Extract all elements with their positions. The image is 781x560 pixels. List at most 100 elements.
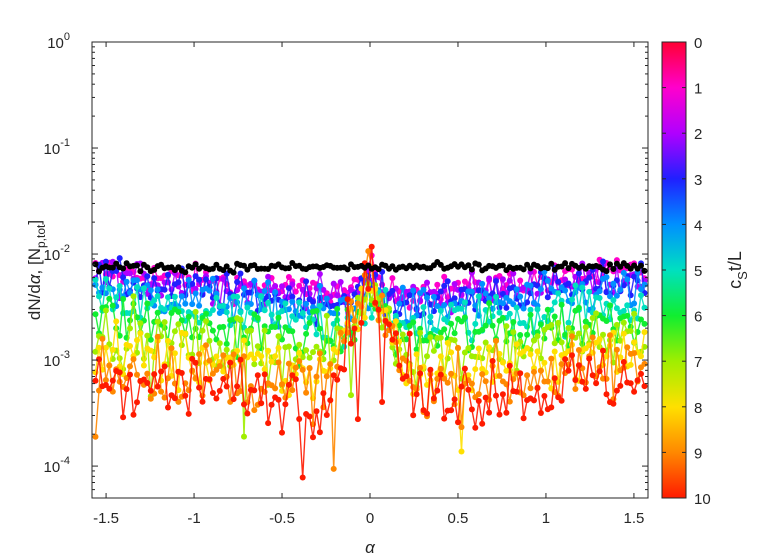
data-point <box>96 387 102 394</box>
data-point <box>171 293 178 300</box>
data-point <box>482 322 489 329</box>
data-point <box>458 424 465 431</box>
data-point <box>544 294 551 301</box>
colorbar-label: cSt/L <box>725 251 750 289</box>
data-point <box>589 334 596 341</box>
data-point <box>620 319 627 326</box>
data-point <box>102 276 109 282</box>
data-point <box>610 297 617 304</box>
data-point <box>213 353 220 360</box>
data-point <box>461 314 468 321</box>
data-point <box>524 372 531 379</box>
data-point <box>582 385 589 392</box>
data-point <box>475 345 482 352</box>
data-point <box>534 306 541 313</box>
data-point <box>178 370 185 376</box>
data-point <box>468 266 475 273</box>
y-tick-label: 10-4 <box>44 455 70 476</box>
data-point <box>120 265 127 272</box>
data-point <box>134 284 140 291</box>
data-point <box>537 367 544 374</box>
data-point <box>410 319 417 326</box>
data-point <box>465 345 472 352</box>
data-point <box>420 304 427 311</box>
data-point <box>392 318 399 325</box>
data-point <box>154 333 161 340</box>
data-point <box>106 295 113 302</box>
data-point <box>144 273 151 280</box>
data-point <box>437 353 444 360</box>
data-point <box>430 293 437 300</box>
data-point <box>534 384 541 391</box>
data-point <box>579 378 586 385</box>
data-point <box>137 330 144 337</box>
x-axis-ticks: -1.5 -1 -0.5 0 0.5 1 1.5 <box>93 42 644 527</box>
data-point <box>310 349 316 356</box>
data-point <box>631 350 638 357</box>
data-point <box>551 340 558 347</box>
data-point <box>175 321 182 328</box>
data-point <box>517 332 524 338</box>
data-point <box>506 362 513 369</box>
data-point <box>399 284 406 291</box>
data-point <box>638 286 644 293</box>
data-point <box>562 331 569 338</box>
data-point <box>627 328 634 334</box>
data-point <box>230 351 237 358</box>
data-point <box>92 311 99 318</box>
data-point <box>631 300 638 307</box>
data-point <box>410 287 417 294</box>
data-point <box>137 320 144 327</box>
data-point <box>127 325 133 332</box>
data-point <box>624 344 631 351</box>
data-point <box>437 288 444 295</box>
data-point <box>641 360 648 367</box>
data-point <box>92 348 99 355</box>
data-point <box>624 276 631 283</box>
data-point <box>441 302 448 308</box>
data-point <box>96 293 102 300</box>
data-point <box>116 369 123 376</box>
data-point <box>527 311 534 318</box>
data-point <box>406 330 413 337</box>
data-point <box>254 372 261 379</box>
data-point <box>482 378 489 385</box>
data-point <box>261 288 268 294</box>
data-point <box>220 302 227 309</box>
data-point <box>451 337 458 344</box>
data-point <box>130 293 137 300</box>
data-point <box>109 346 116 353</box>
data-point <box>330 372 337 379</box>
data-point <box>496 411 503 418</box>
data-point <box>620 282 627 289</box>
data-point <box>569 296 575 303</box>
y-axis-ticks: 10-4 10-3 10-2 10-1 100 <box>44 31 648 499</box>
data-point <box>313 408 320 415</box>
data-point <box>510 329 517 336</box>
data-point <box>392 330 399 337</box>
data-point <box>182 269 189 276</box>
data-point <box>185 313 192 320</box>
data-point <box>127 363 133 370</box>
data-point <box>544 277 551 284</box>
data-point <box>396 362 403 369</box>
data-point <box>527 282 534 289</box>
data-point <box>323 412 330 418</box>
data-point <box>610 280 617 287</box>
data-point <box>165 404 171 411</box>
x-tick-label: 0 <box>366 510 374 527</box>
x-tick-label: -0.5 <box>269 510 295 527</box>
data-point <box>161 306 168 313</box>
data-point <box>178 293 185 300</box>
data-point <box>285 285 292 292</box>
data-point <box>403 357 410 364</box>
data-point <box>389 275 396 282</box>
data-point <box>203 310 209 317</box>
data-point <box>261 371 268 378</box>
data-point <box>209 390 216 396</box>
data-point <box>223 346 230 353</box>
data-point <box>437 307 444 314</box>
data-point <box>171 350 178 357</box>
data-point <box>306 319 313 326</box>
data-point <box>413 391 420 398</box>
